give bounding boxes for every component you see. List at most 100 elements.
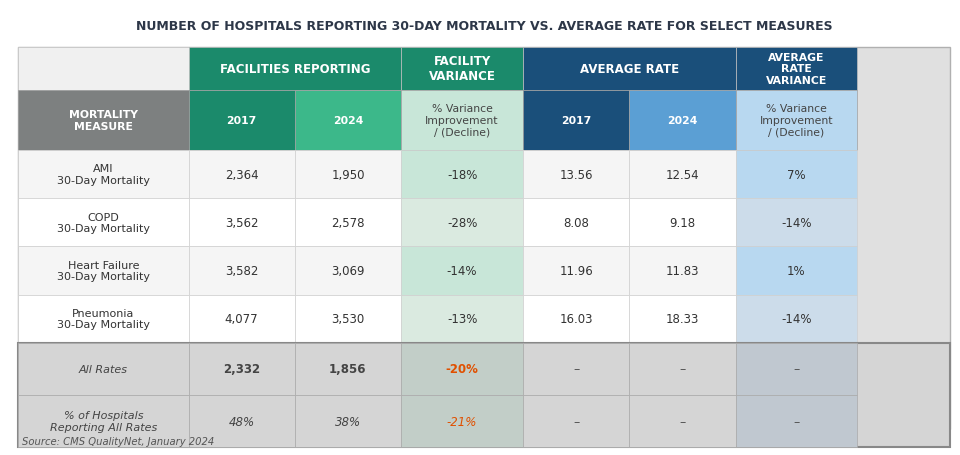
- Bar: [523, 295, 630, 343]
- Bar: [523, 48, 735, 91]
- Text: 16.03: 16.03: [560, 313, 593, 325]
- Text: -14%: -14%: [446, 264, 477, 278]
- Text: 2017: 2017: [227, 116, 257, 126]
- Bar: [295, 343, 401, 395]
- Text: AVERAGE RATE: AVERAGE RATE: [580, 63, 679, 76]
- Bar: [18, 48, 950, 429]
- Bar: [18, 343, 950, 447]
- Bar: [18, 342, 950, 344]
- Bar: [630, 343, 735, 395]
- Bar: [523, 151, 630, 199]
- Bar: [401, 247, 523, 295]
- Text: AVERAGE
RATE
VARIANCE: AVERAGE RATE VARIANCE: [765, 53, 827, 86]
- Text: –: –: [573, 363, 580, 375]
- Bar: [295, 395, 401, 447]
- Bar: [188, 395, 295, 447]
- Bar: [18, 343, 188, 395]
- Text: 9.18: 9.18: [669, 217, 696, 229]
- Text: 11.83: 11.83: [666, 264, 699, 278]
- Text: 3,530: 3,530: [331, 313, 365, 325]
- Bar: [18, 395, 188, 447]
- Text: -14%: -14%: [781, 313, 811, 325]
- Text: AMI
30-Day Mortality: AMI 30-Day Mortality: [57, 164, 150, 186]
- Text: -13%: -13%: [447, 313, 477, 325]
- Text: % Variance
Improvement
/ (Decline): % Variance Improvement / (Decline): [425, 104, 499, 137]
- Text: -14%: -14%: [781, 217, 811, 229]
- Text: 12.54: 12.54: [665, 168, 699, 181]
- Text: –: –: [680, 415, 685, 428]
- Bar: [295, 91, 401, 151]
- Bar: [735, 91, 857, 151]
- Text: Pneumonia
30-Day Mortality: Pneumonia 30-Day Mortality: [57, 308, 150, 330]
- Bar: [630, 151, 735, 199]
- Text: FACILITIES REPORTING: FACILITIES REPORTING: [220, 63, 370, 76]
- Bar: [18, 295, 188, 343]
- Text: –: –: [793, 363, 800, 375]
- Text: 2024: 2024: [333, 116, 363, 126]
- Text: 18.33: 18.33: [666, 313, 699, 325]
- Text: 11.96: 11.96: [560, 264, 593, 278]
- Bar: [630, 395, 735, 447]
- Bar: [18, 91, 188, 151]
- Bar: [523, 91, 630, 151]
- Bar: [188, 247, 295, 295]
- Text: COPD
30-Day Mortality: COPD 30-Day Mortality: [57, 212, 150, 233]
- Bar: [188, 295, 295, 343]
- Text: % Variance
Improvement
/ (Decline): % Variance Improvement / (Decline): [759, 104, 833, 137]
- Bar: [630, 91, 735, 151]
- Bar: [188, 48, 401, 91]
- Text: % of Hospitals
Reporting All Rates: % of Hospitals Reporting All Rates: [50, 410, 156, 432]
- Text: 1,856: 1,856: [329, 363, 367, 375]
- Text: 3,582: 3,582: [225, 264, 258, 278]
- Bar: [401, 151, 523, 199]
- Text: 13.56: 13.56: [560, 168, 593, 181]
- Text: 1,950: 1,950: [331, 168, 365, 181]
- Text: -28%: -28%: [447, 217, 477, 229]
- Bar: [188, 199, 295, 247]
- Bar: [401, 395, 523, 447]
- Bar: [295, 151, 401, 199]
- Bar: [630, 199, 735, 247]
- Text: 2024: 2024: [667, 116, 698, 126]
- Bar: [401, 295, 523, 343]
- Bar: [18, 199, 188, 247]
- Text: –: –: [573, 415, 580, 428]
- Bar: [735, 343, 857, 395]
- Text: 7%: 7%: [787, 168, 805, 181]
- Bar: [735, 247, 857, 295]
- Bar: [188, 91, 295, 151]
- Bar: [523, 395, 630, 447]
- Text: Heart Failure
30-Day Mortality: Heart Failure 30-Day Mortality: [57, 260, 150, 282]
- Bar: [188, 343, 295, 395]
- Bar: [18, 48, 188, 91]
- Bar: [735, 48, 857, 91]
- Bar: [295, 295, 401, 343]
- Text: 2,332: 2,332: [223, 363, 260, 375]
- Bar: [735, 199, 857, 247]
- Text: All Rates: All Rates: [79, 364, 128, 374]
- Bar: [295, 247, 401, 295]
- Bar: [401, 91, 523, 151]
- Bar: [295, 199, 401, 247]
- Text: -20%: -20%: [445, 363, 478, 375]
- Text: 3,069: 3,069: [331, 264, 365, 278]
- Text: –: –: [793, 415, 800, 428]
- Text: 2017: 2017: [562, 116, 591, 126]
- Text: 8.08: 8.08: [564, 217, 589, 229]
- Text: 1%: 1%: [787, 264, 805, 278]
- Text: -18%: -18%: [447, 168, 477, 181]
- Bar: [735, 395, 857, 447]
- Text: 3,562: 3,562: [225, 217, 258, 229]
- Text: 38%: 38%: [335, 415, 361, 428]
- Bar: [523, 199, 630, 247]
- Bar: [523, 247, 630, 295]
- Text: 4,077: 4,077: [225, 313, 258, 325]
- Bar: [401, 199, 523, 247]
- Bar: [735, 151, 857, 199]
- Text: -21%: -21%: [447, 415, 477, 428]
- Text: 2,364: 2,364: [225, 168, 258, 181]
- Bar: [523, 343, 630, 395]
- Text: Source: CMS QualityNet, January 2024: Source: CMS QualityNet, January 2024: [22, 436, 214, 446]
- Text: NUMBER OF HOSPITALS REPORTING 30-DAY MORTALITY VS. AVERAGE RATE FOR SELECT MEASU: NUMBER OF HOSPITALS REPORTING 30-DAY MOR…: [135, 20, 832, 33]
- Text: MORTALITY
MEASURE: MORTALITY MEASURE: [69, 110, 138, 131]
